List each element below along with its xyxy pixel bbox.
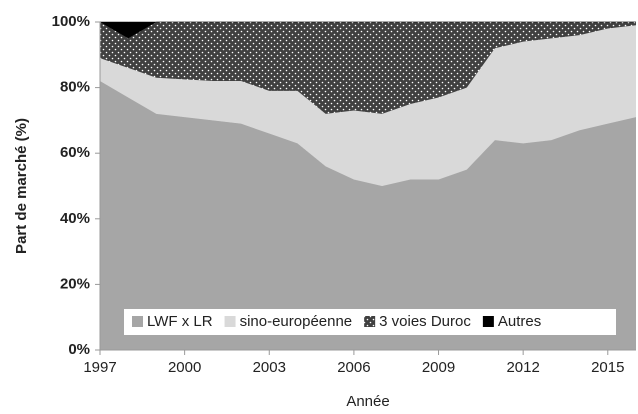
y-tick-label: 80% [60, 79, 90, 96]
x-tick-label: 2015 [591, 359, 624, 376]
x-tick-label: 1997 [83, 359, 116, 376]
y-axis-label: Part de marché (%) [13, 118, 30, 254]
y-tick-label: 40% [60, 210, 90, 227]
x-tick-label: 2012 [506, 359, 539, 376]
x-tick-label: 2003 [253, 359, 286, 376]
legend-swatch [482, 316, 494, 327]
area-fill [100, 25, 636, 187]
legend-label: Autres [498, 313, 541, 330]
area-fill [100, 22, 636, 114]
y-tick-label: 60% [60, 144, 90, 161]
y-tick-label: 0% [68, 341, 90, 358]
y-tick-label: 20% [60, 275, 90, 292]
y-tick-label: 100% [52, 13, 90, 30]
x-axis-label: Année [346, 393, 389, 410]
legend-swatch [132, 316, 143, 327]
legend-label: sino-européenne [240, 313, 353, 330]
area-fill [100, 81, 636, 350]
x-tick-label: 2009 [422, 359, 455, 376]
legend-label: LWF x LR [147, 313, 213, 330]
x-tick-label: 2000 [168, 359, 201, 376]
legend-label: 3 voies Duroc [379, 313, 471, 330]
x-tick-label: 2006 [337, 359, 370, 376]
legend-swatch [364, 316, 376, 327]
legend-swatch [224, 316, 236, 327]
